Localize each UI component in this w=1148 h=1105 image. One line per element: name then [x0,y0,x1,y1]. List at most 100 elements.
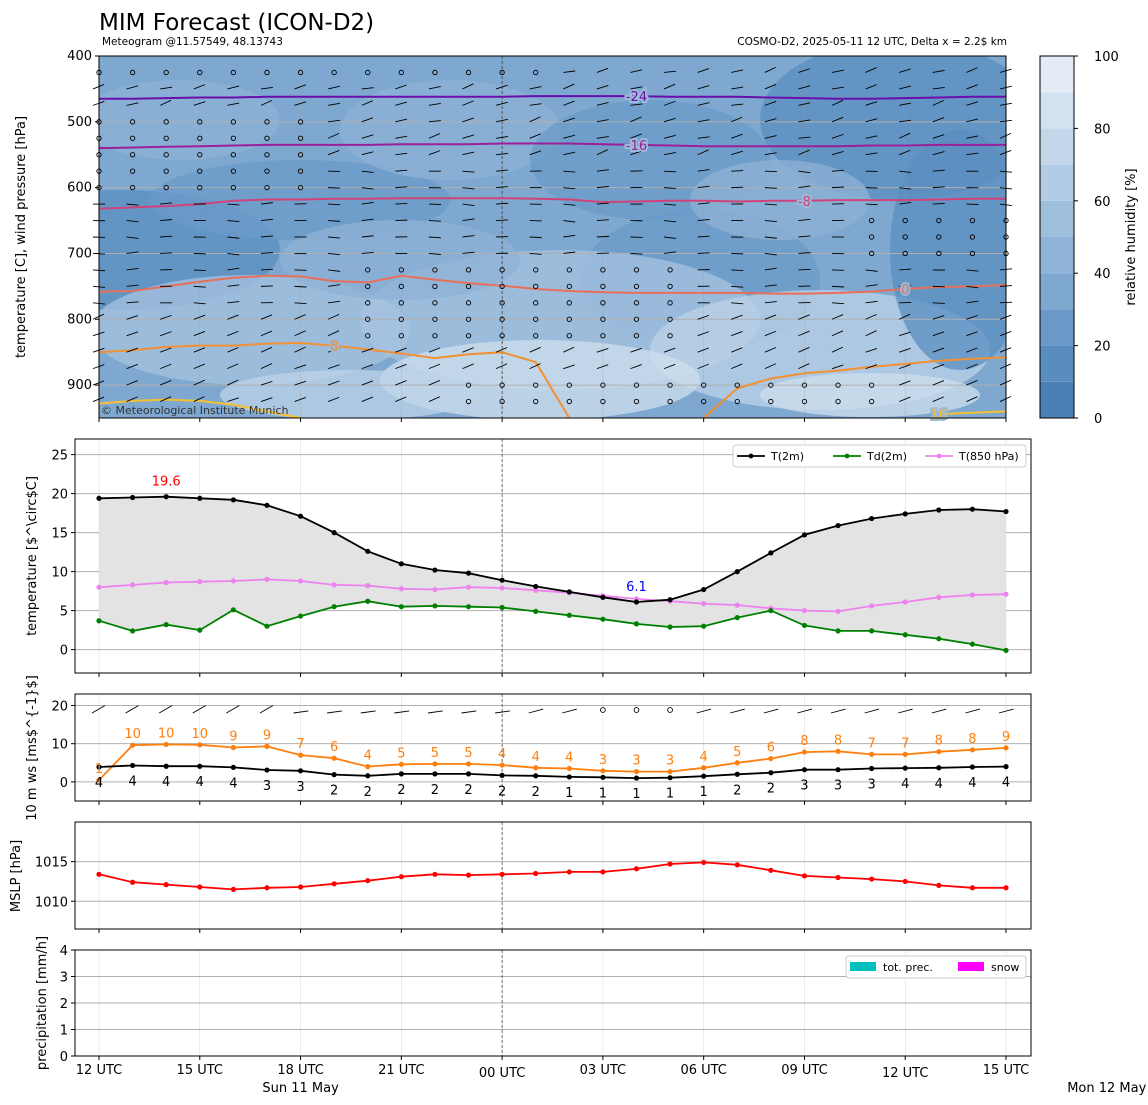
min-temperature-label: 6.1 [626,580,647,595]
isotherm-line [703,356,1006,418]
t2m-point [1003,508,1009,515]
wind-barb [294,346,306,353]
time-tick-label: 18 UTC [277,1063,323,1078]
mslp-point [835,874,841,881]
mslp-point [163,882,169,888]
wind-barb [361,201,374,205]
model-subtitle: COSMO-D2, 2025-05-11 12 UTC, Delta x = 2… [737,36,1007,48]
wind-barb [294,101,307,106]
wind-barb [596,219,609,221]
wind-barb [395,396,407,402]
calm-wind-marker [533,267,539,273]
t2m-point [297,513,304,519]
wind-barb [697,347,710,353]
wind-barb [630,253,643,255]
calm-wind-marker [868,250,875,257]
wind-barb [563,187,576,190]
gust-point [734,760,740,766]
t850-point [969,592,976,598]
gust-point [633,768,640,775]
wind-barb [764,330,777,337]
wind-barb [294,302,307,305]
wind-barb [428,103,441,106]
mean-wind-value-label: 3 [263,779,271,794]
calm-wind-marker [129,135,136,141]
t2m-point [197,495,203,501]
calm-wind-marker [936,250,942,257]
gust-point [533,765,539,771]
wind-barb [361,87,374,90]
wind-barb [798,314,810,320]
wind-barb [697,136,710,139]
mslp-point [499,871,505,877]
t850-point [835,608,841,614]
gust-value-label: 10 [124,727,141,742]
mean-wind-value-label: 2 [498,784,506,799]
td2m-point [264,623,270,629]
calm-wind-marker [633,382,640,388]
wind-barb [361,364,374,370]
wind-barb [563,83,575,90]
mean-wind-point [96,764,102,770]
wind-barb [361,117,374,123]
wind-barb [227,236,240,239]
humidity-contour-band [760,373,980,417]
calm-wind-marker [129,69,136,76]
wind-barb [462,363,474,370]
colorbar-label: relative humidity [%] [1124,168,1139,305]
wind-barb [697,331,710,337]
calm-wind-marker [936,217,942,224]
legend-entry: T(2m) [770,450,804,463]
wind-barb [999,396,1012,402]
mean-wind-value-label: 1 [666,787,674,802]
temperature-legend [732,444,1027,468]
wind-barb [361,380,374,386]
wind-barb [227,85,240,90]
calm-wind-marker [465,316,472,322]
wind-barb [966,118,979,123]
t2m-point [230,497,236,503]
wind-barb [764,253,777,256]
mean-wind-point [566,774,572,780]
calm-wind-marker [230,119,237,125]
calm-wind-marker [465,333,472,339]
wind-barb-calm [633,707,640,713]
wind-barb [395,380,407,386]
wind-barb [160,314,172,320]
wind-barb [899,68,911,73]
wind-barb [328,253,341,256]
calm-wind-marker [398,283,404,290]
wind-barb [731,269,744,271]
gust-value-label: 9 [263,728,271,743]
t850-point [96,584,102,590]
wind-barb [496,169,509,172]
calm-wind-marker [734,382,740,388]
wind-barb [328,102,341,106]
wind-barb [563,70,576,73]
calm-wind-marker [197,119,203,125]
wind-barb [831,364,844,370]
calm-wind-marker [633,333,640,339]
mslp-point [801,873,808,879]
isotherm-label: -24 [626,90,647,105]
calm-wind-marker [163,152,169,158]
legend-swatch-snow [958,962,984,971]
wind-barb [328,236,341,239]
wind-barb [226,705,240,714]
t850-point [230,578,236,584]
wind-barb [898,708,913,714]
mean-wind-point [600,774,606,780]
wind-barb [126,102,139,106]
wind-barb [428,363,441,370]
t2m-point [566,589,572,595]
wind-barb [294,364,307,370]
wind-barb [630,116,642,123]
wind-barb [798,119,811,123]
gust-point [197,742,203,748]
wind-barb [294,285,307,288]
wind-barb [764,267,777,271]
legend-marker [936,453,942,459]
wind-barb [328,364,340,370]
calm-wind-marker [667,333,673,339]
legend-entry: Td(2m) [866,450,907,463]
